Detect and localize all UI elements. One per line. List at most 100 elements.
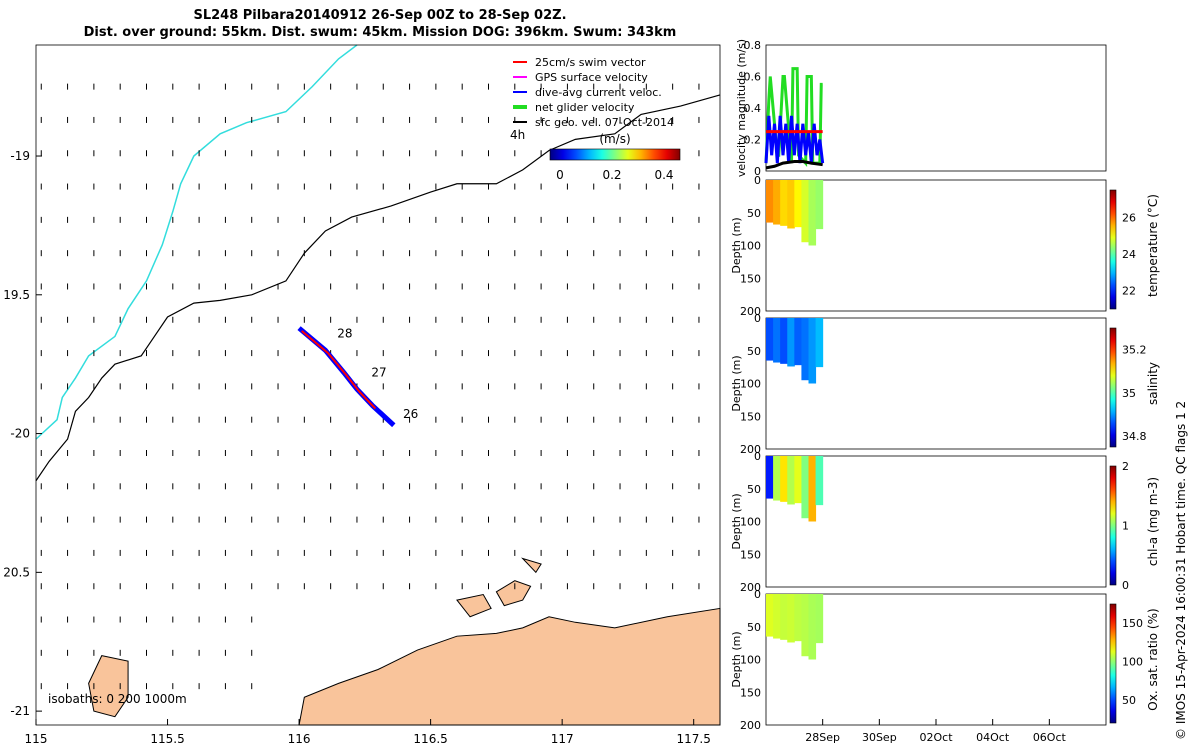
depth-y-tick: 0 [754,588,761,601]
profile-cell [773,180,781,225]
profile-cell [801,594,809,657]
track-day-label: 26 [403,407,418,421]
profile-cell [808,594,817,660]
profile-cell [787,180,795,229]
depth-y-tick: 50 [747,207,761,220]
glider-track-swim [301,330,377,410]
depth-y-tick: 0 [754,450,761,463]
legend-label: sfc geo. vel. 07-Oct-2014 [535,116,674,129]
depth-y-tick: 150 [740,686,761,699]
profile-cell [780,456,788,502]
depth-y-tick: 100 [740,378,761,391]
colorbar-tick-label: 22 [1122,285,1136,298]
depth-y-tick: 0 [754,174,761,187]
colorbar-tick-label: 1 [1122,520,1129,533]
profile-cell [808,180,817,246]
legend-label: 25cm/s swim vector [535,56,646,69]
credit-text: © IMOS 15-Apr-2024 16:00:31 Hobart time.… [1174,401,1188,740]
profile-cell [766,456,774,499]
colorbar-tick-label: 35 [1122,387,1136,400]
y-tick-label: -19 [10,149,30,163]
depth-y-tick: 200 [740,305,761,318]
colorbar-label: chl-a (mg m-3) [1146,477,1160,566]
profile-cell [801,180,809,243]
profile-cell [787,594,795,643]
profile-cell [801,456,809,519]
island-land [521,557,542,574]
depth-y-label: Depth (m) [730,493,743,549]
velocity-y-tick: 0.2 [744,134,762,147]
depth-y-tick: 100 [740,516,761,529]
island-land [88,655,129,718]
depth-y-tick: 100 [740,654,761,667]
colorbar-units: (m/s) [599,132,630,146]
island-land [456,593,492,618]
profile-cell [815,180,824,230]
colorbar-tick-label: 0 [1122,579,1129,592]
profile-cell [815,594,824,644]
map-panel: 28 27 26 115 115.5 116 116.5 117 117.5 -19 19.5 -20… [3,44,721,746]
x-tick-label: 117.5 [677,732,711,746]
depth-y-label: Depth (m) [730,217,743,273]
profile-cell [815,456,824,506]
depth-y-tick: 200 [740,581,761,594]
chart-title: SL248 Pilbara20140912 26-Sep 00Z to 28-S… [193,8,567,23]
colorbar-tick-label: 34.8 [1122,430,1147,443]
colorbar-tick-label: 150 [1122,617,1143,630]
x-tick-label: 115.5 [150,732,184,746]
colorbar-tick-label: 0.4 [654,168,673,182]
isobath-1000-line [35,44,358,440]
depth-y-label: Depth (m) [730,355,743,411]
profile-colorbar [1109,603,1117,724]
depth-y-tick: 150 [740,272,761,285]
time-x-tick: 06Oct [1033,731,1067,744]
x-tick-label: 116.5 [413,732,447,746]
depth-y-tick: 100 [740,240,761,253]
depth-y-tick: 150 [740,410,761,423]
island-land [495,580,532,607]
depth-y-tick: 200 [740,719,761,732]
y-tick-label: 19.5 [3,288,30,302]
profile-colorbar [1109,327,1117,448]
map-frame [35,44,721,726]
profile-frame [765,317,1107,450]
colorbar-tick-label: 26 [1122,211,1136,224]
profile-cell [801,318,809,381]
profile-cell [780,594,788,640]
velocity-y-label: velocity magnitude (m/s) [735,39,748,177]
y-tick-label: -21 [10,704,30,718]
colorbar-tick-label: 35.2 [1122,344,1147,357]
track-day-label: 28 [337,327,352,341]
depth-y-tick: 50 [747,621,761,634]
depth-y-label: Depth (m) [730,631,743,687]
colorbar-label: Ox. sat. ratio (%) [1146,608,1160,710]
profile-colorbar [1109,465,1117,586]
profile-cell [808,456,817,522]
depth-y-tick: 150 [740,548,761,561]
colorbar-tick-label: 24 [1122,248,1136,261]
y-tick-label: 20.5 [3,565,30,579]
x-tick-label: 116 [288,732,311,746]
profile-cell [787,318,795,367]
map-colorbar [549,148,681,161]
legend-label: GPS surface velocity [535,71,648,84]
colorbar-tick-label: 2 [1122,460,1129,473]
time-x-tick: 30Sep [862,731,897,744]
velocity-y-tick: 0.4 [744,102,762,115]
time-x-tick: 28Sep [805,731,840,744]
colorbar-tick-label: 0.2 [602,168,621,182]
time-x-tick: 02Oct [919,731,953,744]
profile-cell [794,456,802,504]
profile-cell [780,180,788,226]
profile-cell [794,180,802,228]
x-tick-label: 117 [551,732,574,746]
track-day-label: 27 [371,366,386,380]
profile-cell [773,318,781,363]
velocity-series-line [764,115,825,164]
velocity-y-tick: 0.8 [744,39,762,52]
profile-frame [765,179,1107,312]
legend-label: net glider velocity [535,101,635,114]
profile-cell [773,456,781,501]
